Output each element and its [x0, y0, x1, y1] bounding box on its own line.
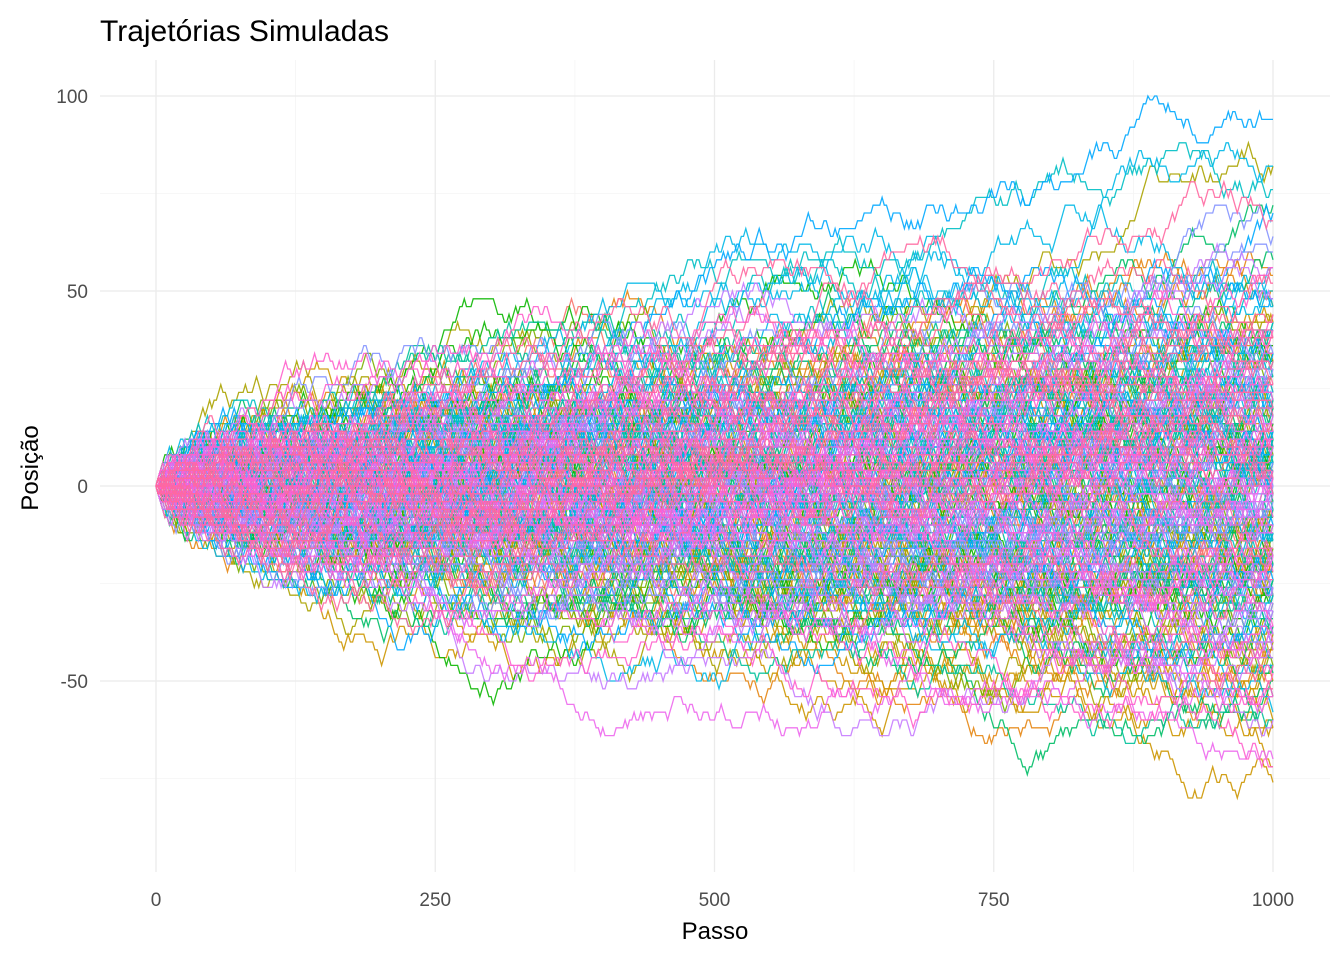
trajectory-line: [155, 430, 1274, 676]
trajectory-line: [155, 374, 1273, 543]
y-tick-label: 50: [67, 282, 88, 303]
series-group: [155, 94, 1274, 801]
y-tick-label: 100: [56, 87, 88, 108]
trajectory-line: [155, 444, 1273, 653]
trajectory-line: [156, 337, 1273, 497]
trajectory-line: [156, 485, 1274, 707]
trajectory-line: [156, 475, 1274, 582]
x-tick-label: 500: [699, 890, 731, 911]
trajectory-line: [155, 204, 1273, 487]
trajectory-line: [155, 94, 1273, 487]
x-tick-label: 250: [419, 890, 451, 911]
x-axis-ticks: 0 250 500 750 1000: [151, 890, 1294, 911]
x-axis-title: Passo: [682, 918, 749, 945]
trajectory-line: [155, 452, 1274, 731]
trajectory-line: [155, 266, 1273, 489]
trajectory-line: [155, 475, 1274, 715]
trajectory-line: [155, 265, 1274, 511]
trajectory-line: [155, 179, 1273, 503]
trajectory-line: [155, 298, 1274, 504]
x-tick-label: 750: [978, 890, 1010, 911]
trajectory-line: [156, 351, 1274, 550]
y-axis-ticks: -50 0 50 100: [56, 87, 88, 693]
trajectory-line: [156, 288, 1273, 526]
y-tick-label: -50: [61, 672, 88, 693]
y-tick-label: 0: [77, 477, 88, 498]
trajectory-line: [156, 273, 1273, 511]
trajectory-line: [156, 288, 1274, 503]
trajectory-line: [155, 475, 1273, 692]
y-axis-title: Posição: [17, 425, 44, 510]
x-tick-label: 1000: [1252, 890, 1294, 911]
trajectory-line: [156, 413, 1274, 559]
trajectory-line: [155, 469, 1273, 770]
trajectory-line: [155, 415, 1273, 637]
x-tick-label: 0: [151, 890, 162, 911]
trajectory-line: [155, 351, 1274, 495]
chart-title: Trajetórias Simuladas: [100, 15, 389, 48]
trajectory-line: [156, 257, 1274, 557]
